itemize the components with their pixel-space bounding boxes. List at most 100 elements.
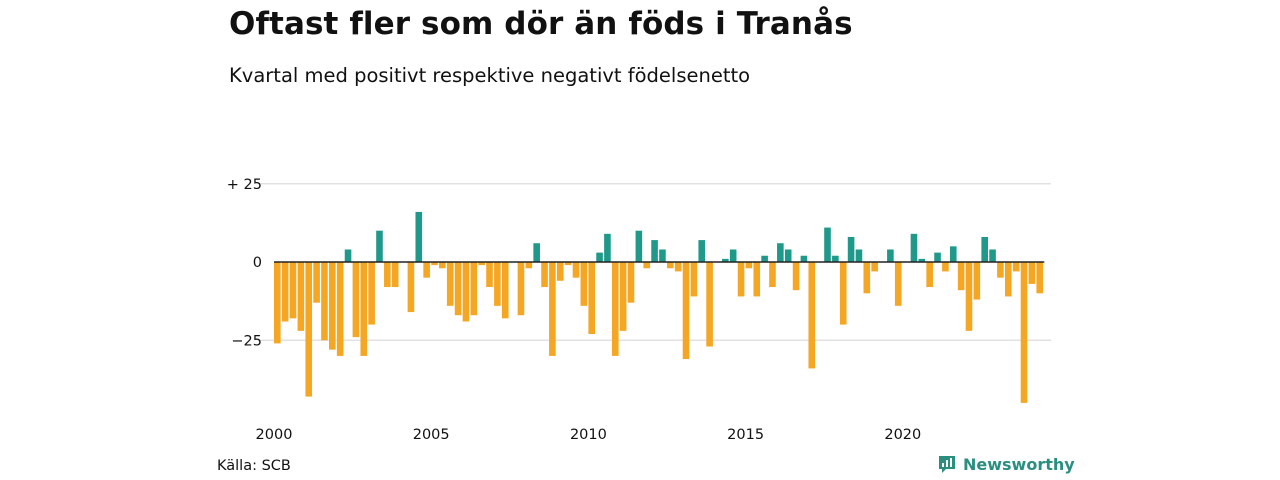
bar-2000-Q1	[274, 262, 281, 344]
bar-2003-Q4	[391, 262, 399, 288]
bar-2005-Q3	[446, 262, 454, 306]
x-tick-label: 2015	[727, 427, 764, 443]
bar-2009-Q4	[580, 262, 588, 306]
bar-2001-Q1	[305, 262, 313, 397]
bar-2015-Q4	[769, 262, 776, 288]
bar-2016-Q2	[784, 249, 792, 262]
bar-2005-Q1	[431, 262, 438, 266]
bar-2013-Q2	[690, 262, 698, 297]
brand-logo: Newsworthy	[937, 454, 1075, 474]
bar-2016-Q1	[777, 243, 784, 262]
bar-2024-Q2	[1036, 262, 1044, 294]
bar-2020-Q4	[926, 262, 933, 288]
bar-2013-Q3	[698, 240, 706, 262]
bar-2019-Q4	[894, 262, 902, 306]
bar-2010-Q4	[611, 262, 619, 356]
chart-subtitle: Kvartal med positivt respektive negativt…	[229, 64, 751, 87]
bar-2022-Q4	[989, 249, 996, 262]
bar-2007-Q2	[501, 262, 509, 319]
bar-2008-Q4	[549, 262, 556, 356]
bar-2019-Q3	[887, 249, 894, 262]
bar-2014-Q3	[729, 249, 737, 262]
bar-2006-Q1	[462, 262, 470, 322]
bar-2003-Q2	[376, 230, 383, 262]
bar-2008-Q3	[541, 262, 548, 288]
bar-2018-Q4	[863, 262, 871, 294]
bar-2015-Q2	[753, 262, 761, 297]
bar-2011-Q3	[635, 230, 643, 262]
y-tick-label: + 25	[227, 177, 262, 193]
bar-2018-Q2	[847, 236, 855, 262]
x-tick-label: 2020	[884, 427, 921, 443]
y-tick-label: −25	[231, 333, 262, 349]
bar-2001-Q3	[321, 262, 328, 341]
bar-2016-Q4	[800, 255, 808, 262]
bar-2012-Q2	[659, 249, 666, 262]
newsworthy-logo-icon	[939, 456, 955, 473]
bar-2006-Q4	[486, 262, 493, 288]
bar-2009-Q2	[564, 262, 572, 266]
bar-2005-Q4	[454, 262, 462, 316]
bar-2019-Q1	[871, 262, 878, 272]
bar-2002-Q4	[360, 262, 368, 356]
bar-2017-Q4	[832, 255, 839, 262]
bar-2004-Q3	[415, 211, 423, 262]
x-tick-label: 2005	[413, 427, 450, 443]
bar-2016-Q3	[792, 262, 800, 291]
bar-2021-Q3	[949, 246, 957, 262]
bar-2022-Q2	[973, 262, 981, 300]
bar-2005-Q2	[439, 262, 446, 269]
bar-2000-Q3	[289, 262, 297, 319]
bar-2008-Q2	[533, 243, 540, 262]
bar-2020-Q2	[910, 233, 918, 262]
bar-2003-Q1	[368, 262, 375, 325]
bar-2009-Q1	[556, 262, 564, 281]
bar-2023-Q4	[1020, 262, 1028, 403]
bar-2022-Q1	[965, 262, 973, 331]
bar-2001-Q4	[329, 262, 336, 350]
x-axis-ticks: 2000 2005 2010 2015 2020	[256, 427, 922, 443]
bar-2021-Q4	[957, 262, 965, 291]
bar-2015-Q3	[761, 255, 768, 262]
bar-2015-Q1	[745, 262, 753, 269]
bar-2004-Q4	[423, 262, 430, 278]
bar-2009-Q3	[572, 262, 580, 278]
bar-2004-Q2	[407, 262, 415, 313]
bar-2002-Q2	[344, 249, 352, 262]
bar-2003-Q3	[384, 262, 391, 288]
bar-2017-Q1	[808, 262, 816, 369]
bar-2000-Q2	[281, 262, 289, 322]
chart-title: Oftast fler som dör än föds i Tranås	[229, 6, 853, 42]
bar-2012-Q4	[674, 262, 682, 272]
bar-2018-Q1	[839, 262, 847, 325]
x-tick-label: 2010	[570, 427, 607, 443]
x-tick-label: 2000	[256, 427, 293, 443]
y-tick-label: 0	[253, 255, 262, 271]
bar-2011-Q4	[643, 262, 651, 269]
bar-2010-Q3	[604, 233, 611, 262]
grid-lines	[258, 183, 1051, 341]
bar-2023-Q3	[1012, 262, 1020, 272]
bar-2012-Q3	[667, 262, 674, 269]
bar-2011-Q1	[619, 262, 627, 331]
bar-2010-Q2	[596, 252, 603, 262]
bar-2008-Q1	[525, 262, 533, 269]
bars	[274, 211, 1044, 403]
bar-2017-Q3	[824, 227, 831, 262]
bar-2022-Q3	[981, 236, 988, 262]
bar-2007-Q1	[494, 262, 501, 306]
bar-2021-Q2	[942, 262, 949, 272]
source-note: Källa: SCB	[217, 458, 291, 474]
bar-2002-Q1	[336, 262, 344, 356]
bar-2014-Q2	[722, 258, 729, 262]
bar-2020-Q3	[918, 258, 926, 262]
bar-2024-Q1	[1028, 262, 1036, 284]
bar-2021-Q1	[934, 252, 941, 262]
bar-2012-Q1	[651, 240, 658, 262]
brand-name: Newsworthy	[963, 454, 1075, 474]
bar-2013-Q4	[706, 262, 713, 347]
bar-2006-Q3	[478, 262, 485, 266]
bar-2018-Q3	[855, 249, 863, 262]
bar-2007-Q4	[517, 262, 525, 316]
